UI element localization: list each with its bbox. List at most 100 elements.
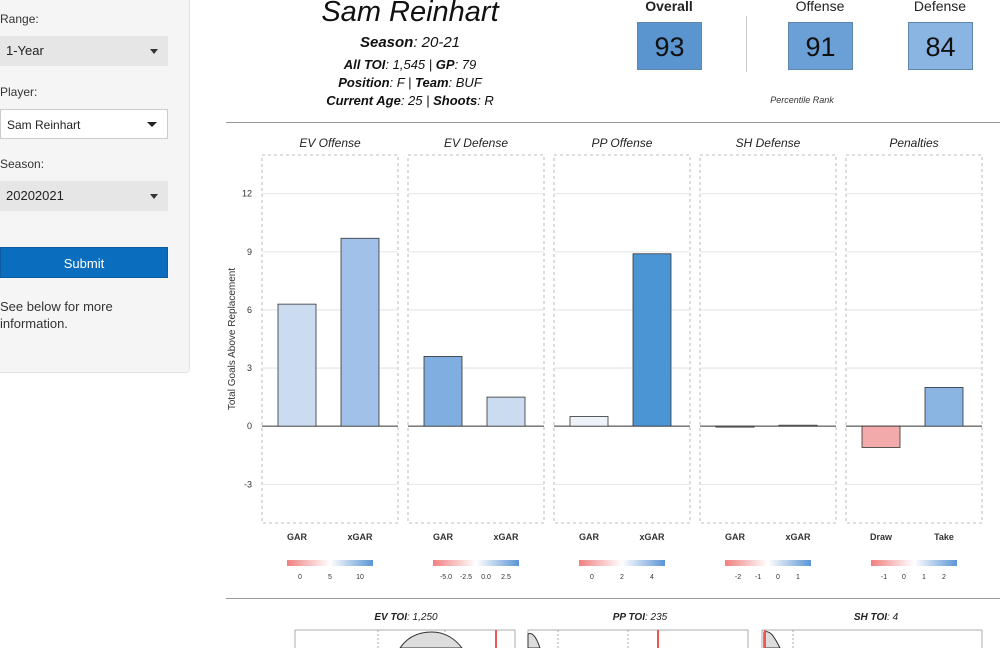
ev-toi-val: : 1,250	[407, 612, 438, 623]
position-line: Position: F | Team: BUF	[290, 75, 530, 90]
scale-tick-label: 2.5	[501, 574, 511, 581]
scale-tick-label: -2	[735, 574, 741, 581]
toi-line: All TOI: 1,545 | GP: 79	[290, 57, 530, 72]
submit-button[interactable]: Submit	[0, 247, 168, 278]
bar-gar	[423, 356, 463, 427]
y-tick-label: 6	[247, 305, 252, 315]
x-tick-label: GAR	[725, 532, 746, 542]
scale-tick-label: -1	[881, 574, 887, 581]
age-key: Current Age	[326, 93, 401, 108]
pp-toi-plot	[527, 629, 749, 648]
sh-toi-plot	[761, 629, 983, 648]
scale-tick-label: 1	[922, 574, 926, 581]
chevron-down-icon	[147, 122, 157, 127]
section-divider-bottom	[226, 598, 1000, 599]
y-tick-label: 12	[242, 189, 252, 199]
y-tick-label: 0	[247, 421, 252, 431]
scale-tick-label: 0	[776, 574, 780, 581]
x-tick-label: Take	[934, 532, 954, 542]
y-tick-label: 3	[247, 363, 252, 373]
scale-tick-label: 0	[590, 574, 594, 581]
bar-draw	[861, 425, 901, 448]
percentile-rank-label: Percentile Rank	[770, 95, 834, 105]
score-divider	[746, 16, 747, 72]
chevron-down-icon	[150, 194, 158, 199]
season-select[interactable]: 20202021	[0, 181, 168, 211]
gp-key: GP	[435, 57, 455, 72]
sh-toi-title: SH TOI: 4	[796, 612, 956, 623]
x-tick-label: GAR	[287, 532, 308, 542]
shoots-key: Shoots	[433, 93, 478, 108]
x-tick-label: xGAR	[785, 532, 811, 542]
scale-tick-label: 0	[298, 574, 302, 581]
bar-xgar	[486, 396, 526, 427]
season-select-value: 20202021	[6, 188, 64, 203]
range-select[interactable]: 1-Year	[0, 36, 168, 66]
y-tick-label: 9	[247, 247, 252, 257]
age-val: : 25 |	[400, 93, 434, 108]
panel-title: EV Offense	[299, 136, 361, 150]
defense-score-box: 84	[908, 22, 973, 70]
pp-toi-title: PP TOI: 235	[560, 612, 720, 623]
panel-frame	[261, 154, 399, 524]
bar-gar	[715, 425, 755, 428]
scale-tick-label: 1	[796, 574, 800, 581]
color-scale-bar	[287, 560, 373, 566]
panel-pp-offense: PP Offense GAR xGAR 0 2 4	[553, 136, 691, 581]
panel-title: Penalties	[889, 136, 938, 150]
defense-label: Defense	[913, 0, 967, 14]
ev-toi-key: EV TOI	[374, 612, 407, 623]
team-val: : BUF	[448, 75, 482, 90]
x-tick-label: GAR	[579, 532, 600, 542]
range-select-value: 1-Year	[6, 43, 44, 58]
panel-penalties: Penalties Draw Take -1 0 1 2	[845, 136, 983, 581]
season-key: Season	[359, 34, 414, 51]
scale-tick-label: 2	[620, 574, 624, 581]
scale-tick-label: -2.5	[460, 574, 472, 581]
panel-sh-defense: SH Defense GAR xGAR -2 -1 0 1	[699, 136, 837, 581]
panel-frame	[407, 154, 545, 524]
season-label: Season:	[0, 157, 45, 171]
scale-tick-label: 0	[902, 574, 906, 581]
bar-xgar	[778, 424, 818, 427]
player-select[interactable]: Sam Reinhart	[0, 109, 168, 139]
panel-frame	[553, 154, 691, 524]
sh-toi-val: : 4	[887, 612, 899, 623]
panel-ev-offense: EV Offense GAR xGAR 0 5 10	[261, 136, 399, 581]
x-tick-label: xGAR	[347, 532, 373, 542]
team-key: Team	[415, 75, 449, 90]
color-scale-bar	[433, 560, 519, 566]
bar-gar	[277, 303, 317, 427]
bar-xgar	[632, 253, 672, 427]
panel-frame	[699, 154, 837, 524]
scale-tick-label: 0.0	[481, 574, 491, 581]
scale-tick-label: 5	[328, 574, 332, 581]
section-divider-top	[226, 122, 1000, 123]
scale-tick-label: -1	[755, 574, 761, 581]
panel-ev-defense: EV Defense GAR xGAR -5.0 -2.5 0.0 2.5	[407, 136, 545, 581]
scale-tick-label: 2	[942, 574, 946, 581]
gar-chart: Total Goals Above Replacement-3036912EV …	[227, 136, 983, 581]
info-note: See below for more information.	[0, 299, 113, 331]
toi-density-plots	[294, 629, 983, 648]
x-tick-label: xGAR	[639, 532, 665, 542]
sidebar: Range: 1-Year Player: Sam Reinhart Seaso…	[0, 0, 190, 373]
panel-title: SH Defense	[736, 136, 801, 150]
range-label: Range:	[0, 12, 39, 26]
sh-toi-key: SH TOI	[853, 612, 888, 623]
color-scale-bar	[579, 560, 665, 566]
color-scale-bar	[725, 560, 811, 566]
offense-label: Offense	[795, 0, 845, 14]
bar-xgar	[340, 237, 380, 427]
overall-label: Overall	[645, 0, 693, 14]
offense-score-box: 91	[788, 22, 853, 70]
ev-toi-plot	[294, 629, 516, 648]
position-key: Position	[338, 75, 390, 90]
panel-title: PP Offense	[592, 136, 653, 150]
color-scale-bar	[871, 560, 957, 566]
x-tick-label: Draw	[870, 532, 893, 542]
player-label: Player:	[0, 85, 38, 99]
scale-tick-label: -5.0	[440, 574, 452, 581]
chevron-down-icon	[150, 49, 158, 54]
season-val: : 20-21	[413, 34, 461, 51]
